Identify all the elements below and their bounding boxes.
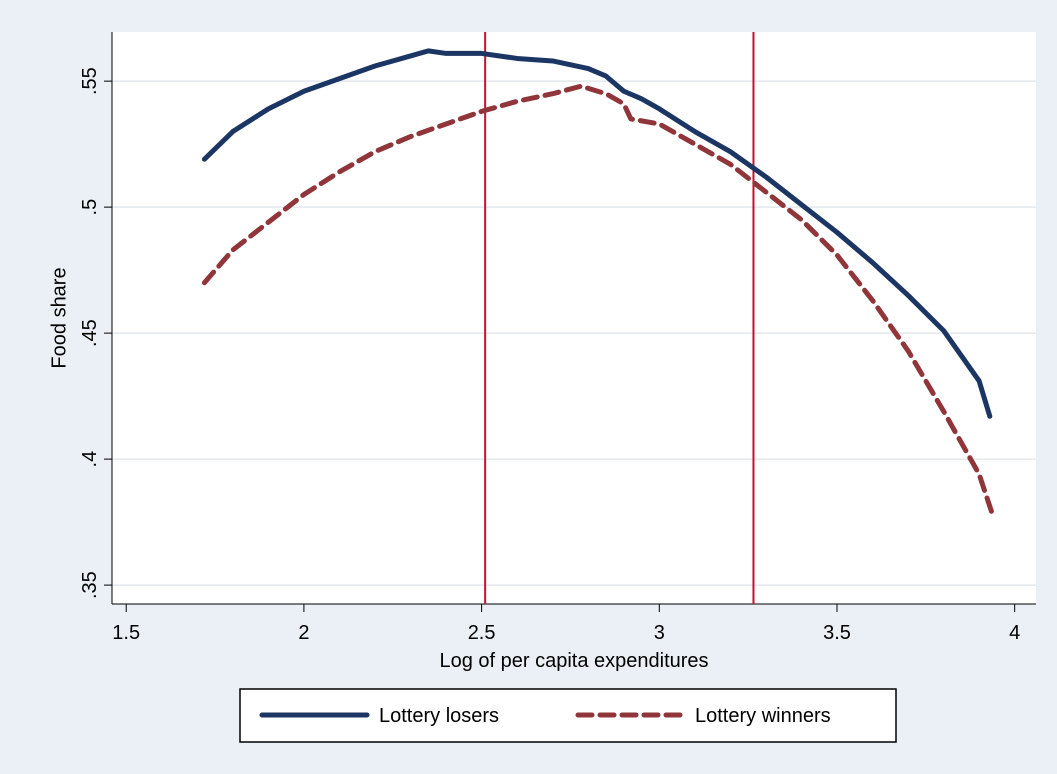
x-tick-label: 1.5: [112, 622, 140, 644]
y-axis-title: Food share: [48, 267, 70, 368]
y-tick-label: .4: [79, 451, 101, 468]
series-line: [201, 83, 996, 520]
x-axis-title: Log of per capita expenditures: [439, 650, 708, 672]
series-line: [201, 48, 993, 419]
x-tick-label: 3: [654, 622, 665, 644]
y-tick-label: .5: [79, 199, 101, 216]
y-tick-label: .45: [79, 319, 101, 347]
y-tick-label: .35: [79, 571, 101, 599]
x-tick-label: 2.5: [468, 622, 496, 644]
legend-label: Lottery losers: [379, 705, 499, 727]
x-tick-label: 3.5: [823, 622, 851, 644]
legend-label: Lottery winners: [695, 705, 831, 727]
x-tick-label: 4: [1009, 622, 1020, 644]
y-tick-label: .55: [79, 67, 101, 95]
x-tick-label: 2: [298, 622, 309, 644]
